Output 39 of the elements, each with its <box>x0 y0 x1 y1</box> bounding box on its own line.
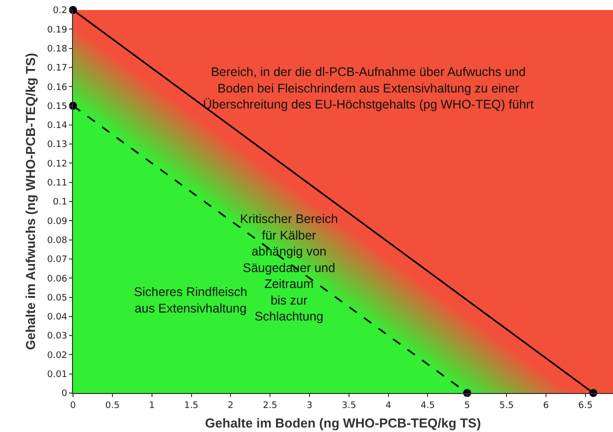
y-tick-label: 0 <box>61 389 68 400</box>
y-tick-label: 0.09 <box>47 216 68 227</box>
x-tick-label: 4 <box>385 400 392 411</box>
y-tick-label: 0.16 <box>47 82 68 93</box>
x-tick-label: 5.5 <box>499 400 514 411</box>
y-tick-label: 0.12 <box>47 159 68 170</box>
y-tick-label: 0.07 <box>47 255 68 266</box>
x-tick-label: 6 <box>543 400 550 411</box>
y-tick-label: 0.05 <box>47 293 68 304</box>
x-tick-label: 6.5 <box>578 400 593 411</box>
x-axis-title: Gehalte im Boden (ng WHO-PCB-TEQ/kg TS) <box>205 415 481 430</box>
annotation: Bereich, in der die dl-PCB-Aufnahme über Aufwuchs und Boden bei Fleischrindern aus Extensivhaltung zu einer Überschreitung des EU-Höchstgehalts (pg WHO-TEQ) führt <box>203 65 534 112</box>
y-tick-label: 0.08 <box>47 236 68 246</box>
x-tick-label: 1.5 <box>184 400 198 411</box>
y-tick-label: 0.11 <box>47 178 68 188</box>
y-tick-label: 0.04 <box>47 312 68 323</box>
y-tick-label: 0.06 <box>47 274 68 284</box>
y-tick-label: 0.15 <box>47 102 68 112</box>
annotation: Sicheres Rindfleisch aus Extensivhaltung <box>134 285 248 316</box>
y-tick-label: 0.1 <box>52 198 68 208</box>
x-tick-label: 4.5 <box>420 400 435 411</box>
x-tick-label: 3.5 <box>342 400 356 411</box>
y-tick-label: 0.18 <box>47 44 68 54</box>
y-tick-label: 0.01 <box>47 370 68 380</box>
x-tick-label: 5 <box>464 400 470 411</box>
x-tick-label: 2.5 <box>262 400 278 411</box>
y-tick-label: 0.2 <box>52 6 68 16</box>
y-tick-label: 0.14 <box>47 121 68 132</box>
x-tick-label: 3 <box>306 400 312 411</box>
x-tick-label: 2 <box>228 400 234 411</box>
y-tick-label: 0.13 <box>47 140 68 150</box>
x-tick-label: 0.5 <box>105 400 120 411</box>
y-tick-label: 0.02 <box>47 350 68 361</box>
x-tick-label: 0 <box>70 400 76 411</box>
y-tick-label: 0.03 <box>47 332 68 342</box>
y-tick-label: 0.17 <box>47 64 68 74</box>
x-tick-label: 1 <box>148 400 155 411</box>
y-axis-title: Gehalte im Aufwuchs (ng WHO-PCB-TEQ/kg TS) <box>23 52 38 350</box>
y-tick-label: 0.19 <box>47 25 68 36</box>
